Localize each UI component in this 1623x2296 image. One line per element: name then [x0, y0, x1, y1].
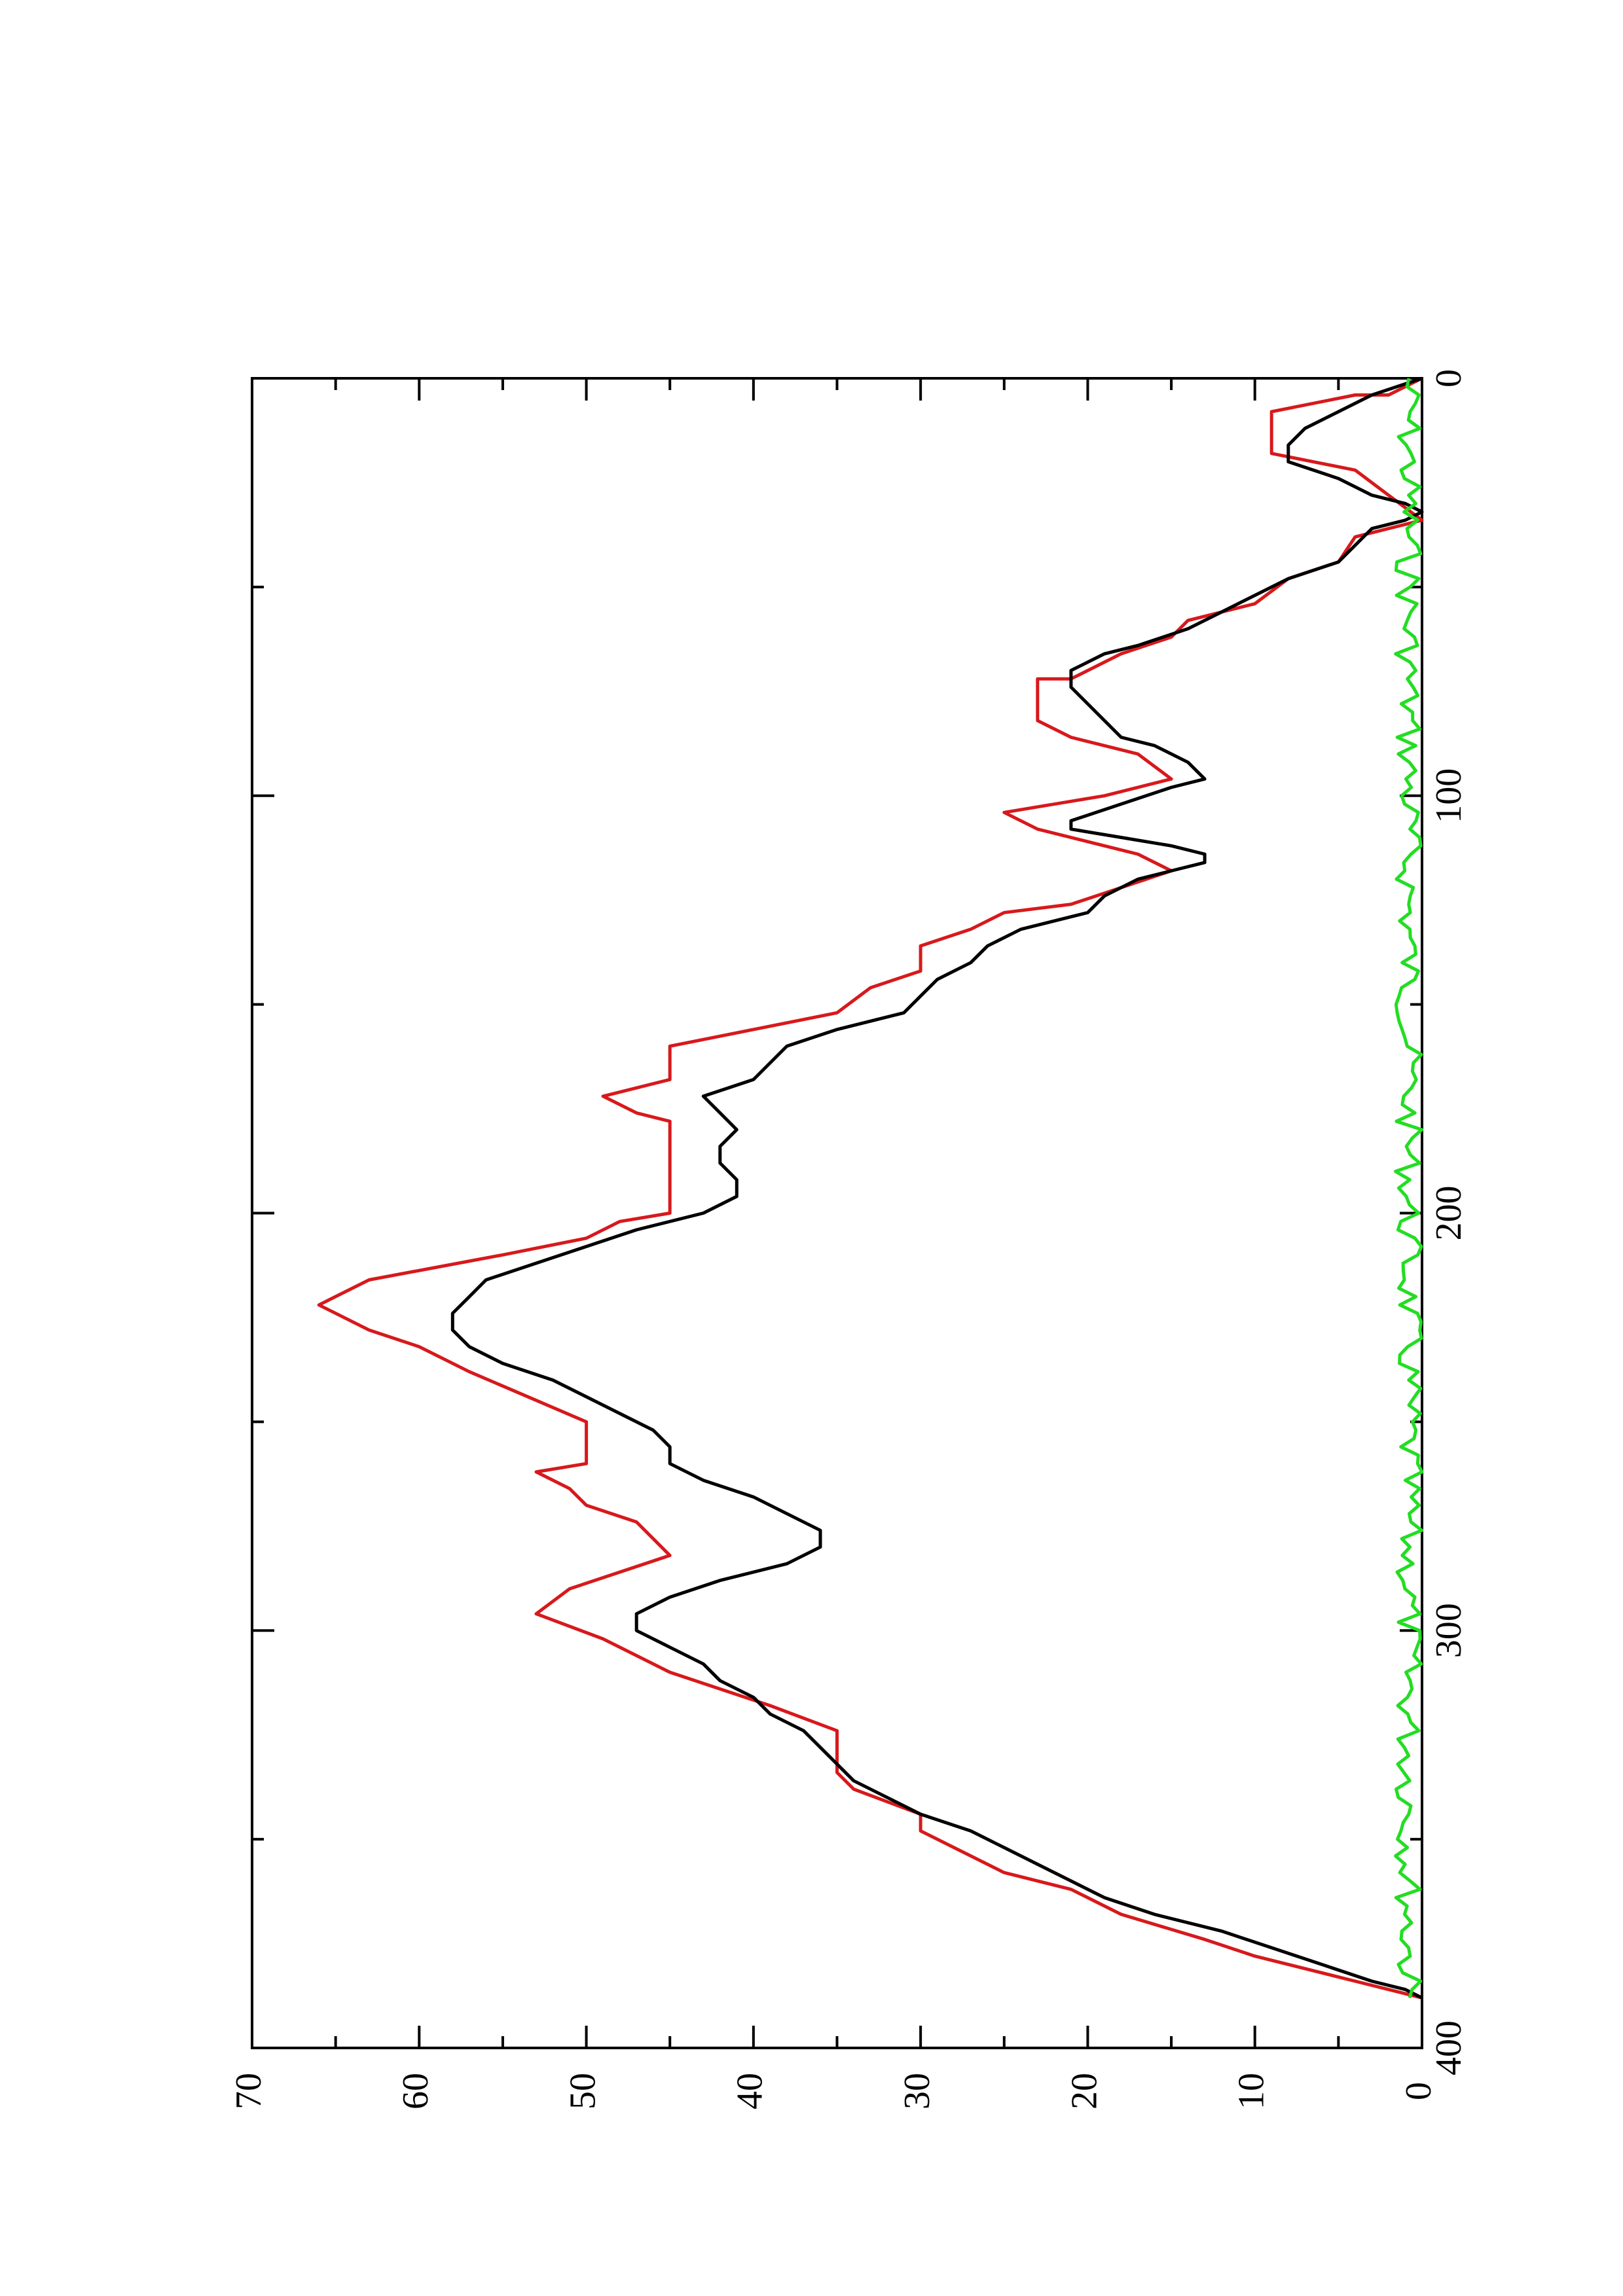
series-line-2	[450, 376, 1424, 2000]
y-tick-label: 10	[1231, 2073, 1272, 2109]
x-tick-label: 100	[1429, 768, 1469, 823]
tick-labels: 0 100 200 300 400 0 10 20 30 40 50 60 70	[228, 369, 1469, 2109]
y-tick-label: 70	[228, 2073, 269, 2109]
y-tick-label: 0	[1398, 2082, 1439, 2100]
x-tick-label: 400	[1429, 2020, 1469, 2075]
series-layer	[317, 376, 1424, 2000]
y-tick-label: 20	[1064, 2073, 1104, 2109]
x-tick-label: 200	[1429, 1186, 1469, 1241]
y-tick-label: 30	[897, 2073, 938, 2109]
axis-ticks	[251, 377, 1423, 2049]
series-line-1	[317, 376, 1424, 2000]
series-line-3	[1394, 378, 1424, 1999]
x-tick-label: 0	[1429, 369, 1469, 387]
plot-frame	[251, 377, 1423, 2049]
y-tick-label: 50	[562, 2073, 603, 2109]
y-tick-label: 40	[730, 2073, 771, 2109]
y-tick-label: 60	[395, 2073, 436, 2109]
x-tick-label: 300	[1429, 1603, 1469, 1658]
